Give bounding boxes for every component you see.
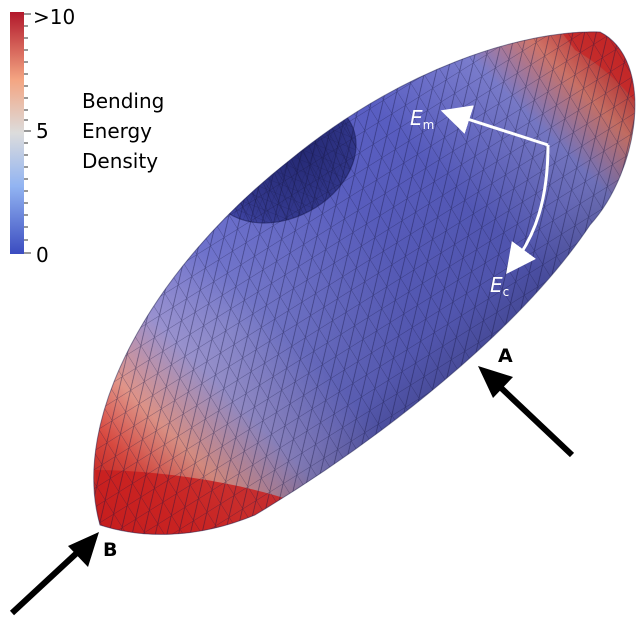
ec-label: Ec bbox=[490, 273, 509, 299]
colorbar-tick-min: 0 bbox=[36, 243, 49, 267]
label-a: A bbox=[498, 345, 513, 367]
colorbar-title-line-1: Bending bbox=[82, 89, 164, 113]
pointer-arrow-a bbox=[478, 366, 575, 458]
colorbar-title-line-2: Energy bbox=[82, 119, 152, 143]
colorbar-tick-mid: 5 bbox=[36, 119, 49, 143]
energy-transfer-arrow bbox=[440, 105, 550, 275]
colorbar: >10 5 0 Bending Energy Density bbox=[10, 5, 164, 267]
colorbar-tick-max: >10 bbox=[33, 5, 75, 29]
label-b: B bbox=[103, 539, 117, 561]
pointer-arrow-b bbox=[9, 532, 99, 616]
colorbar-gradient bbox=[10, 12, 24, 254]
colorbar-title-line-3: Density bbox=[82, 149, 158, 173]
em-label: Em bbox=[410, 106, 434, 132]
